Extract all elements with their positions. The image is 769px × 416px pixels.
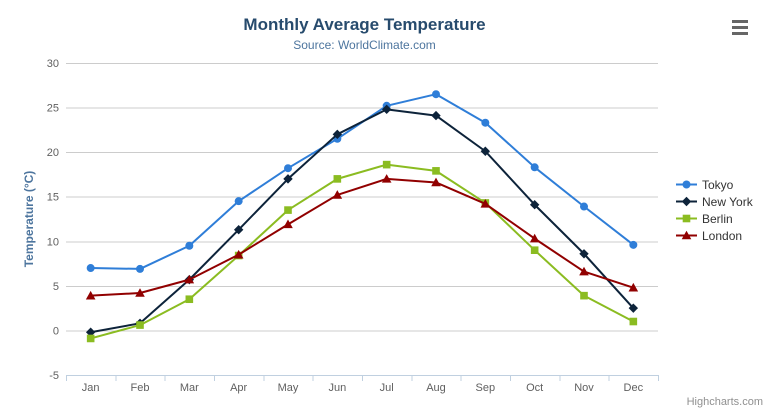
data-point-london[interactable]: [480, 199, 491, 208]
x-tick-label: Feb: [131, 382, 150, 394]
y-tick-label: -5: [49, 370, 59, 382]
legend-marker-shape[interactable]: [681, 196, 692, 207]
credits-link[interactable]: Highcharts.com: [686, 396, 763, 408]
x-tick-label: Jul: [380, 382, 394, 394]
data-point-berlin[interactable]: [284, 206, 292, 214]
data-point-london[interactable]: [529, 233, 540, 243]
data-point-london[interactable]: [184, 274, 195, 284]
series-line-tokyo[interactable]: [89, 93, 635, 270]
data-point-tokyo[interactable]: [284, 164, 292, 173]
data-point-london[interactable]: [233, 249, 244, 259]
data-point-berlin[interactable]: [333, 175, 342, 183]
x-tick-label: Apr: [230, 382, 247, 394]
legend-marker-shape[interactable]: [682, 214, 691, 223]
legend-label: Tokyo: [702, 177, 734, 192]
legend-marker-shape[interactable]: [682, 180, 691, 189]
data-point-london[interactable]: [579, 266, 589, 276]
chart-title: Monthly Average Temperature: [243, 15, 486, 34]
legend: Tokyo New York Berlin London: [676, 176, 753, 244]
data-point-new-york[interactable]: [529, 200, 540, 210]
x-tick-label: Aug: [426, 382, 446, 394]
data-point-new-york[interactable]: [233, 224, 244, 235]
legend-marker-new-york: [676, 196, 697, 207]
series-line-london[interactable]: [89, 177, 635, 297]
data-point-berlin[interactable]: [530, 246, 539, 254]
y-tick-label: 5: [53, 281, 59, 293]
y-tick-label: 10: [47, 236, 59, 248]
legend-item-london[interactable]: London: [676, 227, 753, 244]
hamburger-icon: [732, 26, 748, 29]
series-new-york: [85, 104, 639, 337]
x-tick-label: May: [278, 382, 299, 394]
data-point-tokyo[interactable]: [185, 241, 194, 250]
data-point-tokyo[interactable]: [530, 163, 539, 172]
data-point-berlin[interactable]: [629, 317, 638, 326]
series-tokyo: [86, 90, 638, 273]
data-point-london[interactable]: [283, 219, 293, 229]
data-point-tokyo[interactable]: [234, 197, 243, 206]
data-point-london[interactable]: [381, 174, 392, 183]
data-point-london[interactable]: [135, 288, 145, 297]
data-point-london[interactable]: [85, 290, 96, 300]
data-point-new-york[interactable]: [431, 110, 441, 121]
y-tick-label: 20: [47, 147, 59, 159]
data-point-tokyo[interactable]: [629, 240, 638, 249]
y-tick-label: 0: [53, 325, 59, 337]
legend-marker-london: [676, 230, 697, 240]
data-point-berlin[interactable]: [432, 167, 440, 175]
data-point-new-york[interactable]: [332, 129, 343, 140]
legend-label: New York: [702, 194, 753, 209]
legend-marker-shape[interactable]: [681, 230, 692, 240]
data-point-new-york[interactable]: [480, 146, 491, 156]
data-point-berlin[interactable]: [382, 160, 391, 169]
hamburger-icon: [732, 32, 748, 35]
data-point-new-york[interactable]: [628, 303, 639, 313]
legend-marker-tokyo: [676, 180, 697, 189]
data-point-london[interactable]: [431, 177, 441, 187]
data-point-tokyo[interactable]: [86, 264, 95, 273]
data-point-tokyo[interactable]: [580, 202, 588, 211]
legend-label: Berlin: [702, 211, 733, 226]
x-tick-label: Jun: [328, 382, 346, 394]
data-point-berlin[interactable]: [86, 334, 95, 343]
data-point-new-york[interactable]: [283, 174, 293, 184]
data-point-london[interactable]: [332, 190, 343, 199]
chart-subtitle: Source: WorldClimate.com: [293, 38, 436, 52]
x-tick-label: Oct: [526, 382, 543, 394]
data-point-tokyo[interactable]: [432, 90, 440, 99]
x-tick-label: Dec: [624, 382, 644, 394]
legend-label: London: [702, 228, 743, 243]
data-point-berlin[interactable]: [580, 291, 588, 300]
data-point-tokyo[interactable]: [136, 264, 144, 273]
data-point-berlin[interactable]: [136, 321, 144, 329]
x-tick-label: Sep: [476, 382, 496, 394]
series-london: [85, 174, 639, 300]
data-point-london[interactable]: [628, 282, 639, 292]
data-point-new-york[interactable]: [381, 104, 392, 115]
y-tick-label: 30: [47, 58, 59, 70]
series-line-new-york[interactable]: [89, 108, 635, 334]
series-berlin: [86, 160, 638, 343]
legend-item-tokyo[interactable]: Tokyo: [676, 176, 753, 193]
x-tick-label: Nov: [574, 382, 594, 394]
data-point-new-york[interactable]: [579, 249, 589, 259]
y-tick-label: 15: [47, 192, 59, 204]
hamburger-icon: [732, 20, 748, 23]
legend-marker-berlin: [676, 214, 697, 223]
y-tick-label: 25: [47, 103, 59, 115]
data-point-new-york[interactable]: [85, 327, 96, 337]
x-tick-label: Jan: [82, 382, 100, 394]
data-point-tokyo[interactable]: [481, 118, 490, 127]
series-line-berlin[interactable]: [89, 163, 635, 340]
legend-item-new-york[interactable]: New York: [676, 193, 753, 210]
data-point-berlin[interactable]: [185, 295, 194, 304]
legend-item-berlin[interactable]: Berlin: [676, 210, 753, 227]
context-menu-button[interactable]: [732, 20, 748, 35]
x-tick-label: Mar: [180, 382, 199, 394]
